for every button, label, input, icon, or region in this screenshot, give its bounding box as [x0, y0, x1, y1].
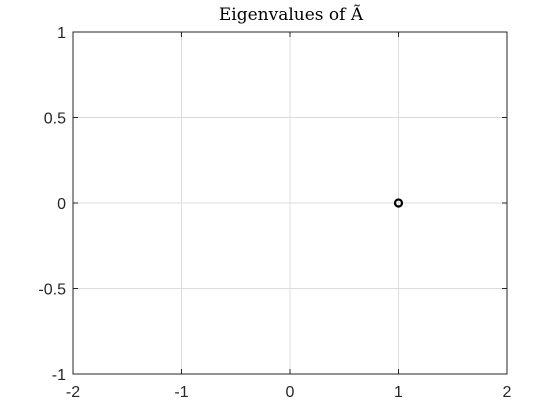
x-tick-label: -1	[174, 384, 188, 401]
y-tick-label: 1	[57, 25, 66, 42]
x-tick-label: 1	[394, 384, 403, 401]
y-tick-label: 0.5	[44, 111, 66, 128]
x-tick-label: 2	[503, 384, 512, 401]
chart-title: Eigenvalues of Ã	[219, 4, 364, 25]
eigenvalue-point	[393, 198, 404, 208]
x-tick-label: 0	[286, 384, 295, 401]
x-tick-label: -2	[66, 384, 80, 401]
data-points	[393, 198, 404, 208]
y-tick-label: -1	[52, 367, 66, 384]
tick-labels: -2 -1 0 1 2-1-0.500.51	[38, 25, 511, 401]
y-tick-label: -0.5	[38, 282, 66, 299]
axes	[72, 31, 508, 375]
y-tick-label: 0	[57, 196, 66, 213]
